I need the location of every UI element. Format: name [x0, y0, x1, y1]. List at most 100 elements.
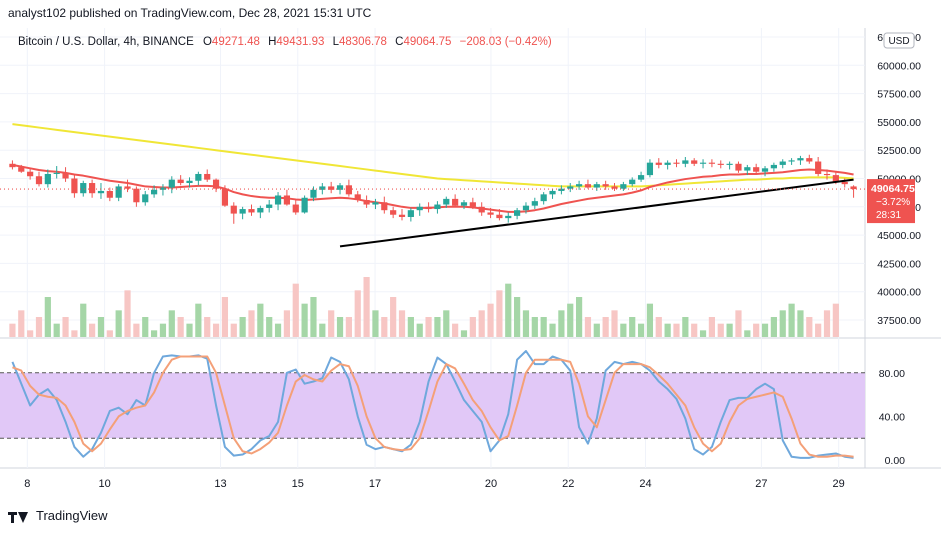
candle-body: [80, 183, 87, 194]
volume-bar: [637, 323, 645, 337]
time-tick-label: 10: [98, 478, 110, 490]
volume-bar: [815, 323, 822, 337]
candle: [106, 187, 113, 202]
candle-body: [469, 202, 476, 207]
candle-body: [292, 204, 299, 213]
candle-body: [319, 186, 326, 190]
badge-price: 49064.75: [871, 183, 915, 195]
candle-body: [673, 162, 680, 164]
time-tick-label: 13: [214, 478, 226, 490]
candle-body: [142, 194, 149, 203]
candle: [266, 200, 273, 213]
candle: [664, 160, 671, 170]
price-tick-label: 40000.00: [877, 287, 921, 299]
candle-body: [390, 210, 397, 215]
chart-frame[interactable]: 62500.0060000.0057500.0055000.0052500.00…: [0, 28, 941, 497]
candle-body: [177, 179, 184, 184]
volume-bar: [487, 303, 494, 337]
candle-body: [248, 209, 255, 213]
volume-bar: [540, 317, 547, 337]
volume-bar: [726, 323, 733, 337]
candle: [735, 161, 742, 173]
time-tick-label: 15: [292, 478, 304, 490]
candle-body: [815, 161, 822, 174]
candle-body: [717, 163, 724, 165]
candle-body: [71, 178, 78, 194]
candle-body: [115, 186, 122, 198]
candle-body: [567, 186, 574, 189]
candle-body: [212, 179, 220, 189]
price-tick-label: 45000.00: [877, 230, 921, 242]
candle: [115, 184, 122, 202]
candle: [770, 162, 777, 172]
time-tick-label: 24: [639, 478, 651, 490]
candle: [460, 200, 468, 210]
candle-body: [823, 173, 831, 176]
volume-bar: [797, 310, 804, 337]
candle: [390, 206, 397, 219]
volume-bar: [673, 323, 680, 337]
candle: [142, 190, 149, 206]
candle: [673, 159, 680, 168]
volume-bar: [620, 323, 627, 337]
volume-bar: [735, 310, 742, 337]
candle: [531, 197, 538, 210]
trendline[interactable]: [339, 178, 854, 248]
candle: [478, 202, 485, 216]
candle: [150, 185, 158, 198]
candle-body: [398, 214, 406, 217]
candle-body: [62, 172, 69, 179]
volume-bar: [602, 317, 609, 337]
volume-bar: [753, 323, 760, 337]
candle-body: [460, 202, 468, 206]
candle: [319, 183, 326, 195]
candle: [204, 169, 211, 182]
candle: [18, 164, 25, 173]
candle-body: [416, 206, 423, 211]
candle-body: [841, 181, 848, 185]
candle-body: [9, 163, 16, 168]
candle: [682, 156, 689, 168]
volume-bar: [354, 290, 361, 337]
volume-bar: [204, 317, 211, 337]
volume-bar: [195, 303, 202, 337]
volume-bar: [345, 317, 352, 337]
volume-bar: [434, 317, 441, 337]
candle-body: [629, 179, 636, 185]
candle: [62, 167, 69, 182]
chart-canvas[interactable]: 62500.0060000.0057500.0055000.0052500.00…: [0, 28, 941, 497]
candlestick-series[interactable]: [9, 154, 857, 224]
candle-body: [797, 158, 804, 161]
candle-body: [788, 160, 795, 162]
candle-body: [850, 186, 857, 190]
candle: [168, 176, 175, 194]
candle-body: [584, 184, 592, 188]
volume-bar: [363, 277, 370, 337]
price-badge: 49064.75 −3.72% 28:31: [867, 179, 915, 224]
volume-bar: [372, 310, 379, 337]
tradingview-logo[interactable]: TradingView: [8, 508, 108, 523]
high-prefix: H: [268, 36, 276, 48]
candle: [416, 203, 423, 216]
open-value: 49271.48: [212, 36, 260, 48]
volume-bar: [301, 303, 308, 337]
volume-bar: [230, 323, 237, 337]
volume-bar: [708, 317, 716, 337]
candle: [363, 195, 370, 208]
volume-bar: [717, 323, 724, 337]
candle-body: [761, 168, 769, 172]
candle-body: [133, 188, 140, 203]
volume-bar: [71, 330, 78, 337]
candle: [248, 204, 255, 216]
volume-bar: [310, 297, 317, 337]
tradingview-logo-icon: [8, 509, 30, 523]
volume-bar: [115, 310, 122, 337]
symbol-label: Bitcoin / U.S. Dollar, 4h, BINANCE: [18, 36, 194, 48]
stochastic-tick-label: 0.00: [885, 455, 906, 467]
candle-body: [159, 187, 167, 190]
candle: [310, 186, 317, 202]
candle-body: [230, 205, 237, 214]
candle-body: [549, 190, 556, 195]
currency-button[interactable]: USD: [883, 32, 915, 49]
candle-body: [575, 184, 583, 187]
